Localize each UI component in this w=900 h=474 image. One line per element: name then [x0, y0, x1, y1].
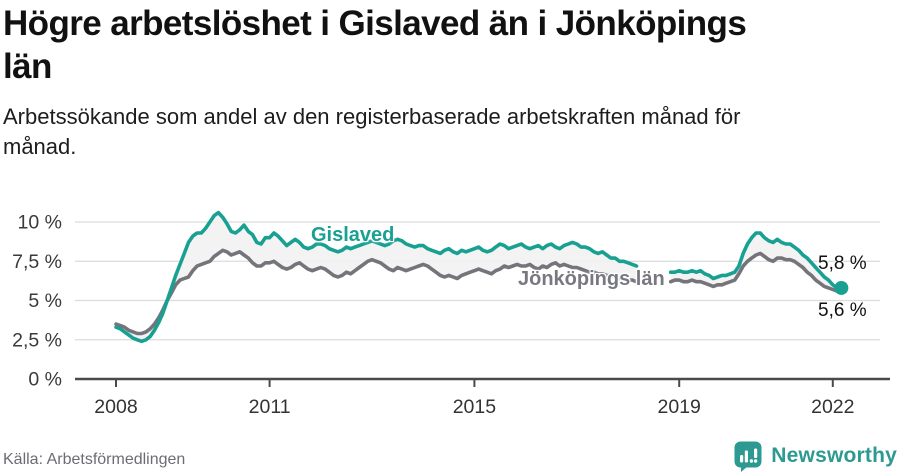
y-tick-label: 7,5 % — [12, 251, 62, 273]
y-tick-label: 5 % — [28, 290, 62, 312]
end-value-label-jonkopings-lan: 5,6 % — [818, 300, 867, 321]
series-end-dot — [834, 280, 849, 295]
series-line-gislaved — [114, 210, 844, 344]
y-tick-label: 0 % — [28, 369, 62, 391]
chart-subtitle-line-1: Arbetssökande som andel av den registerb… — [3, 104, 741, 129]
page-title-line-1: Högre arbetslöshet i Gislaved än i Jönkö… — [3, 4, 747, 43]
newsworthy-logo-icon — [734, 441, 762, 472]
series-label-gislaved: Gislaved — [311, 224, 395, 246]
series-line-jonkopings-lan — [114, 248, 844, 336]
newsworthy-logo: Newsworthy — [733, 440, 897, 472]
x-tick-label: 2022 — [811, 396, 854, 418]
page-title-line-2: län — [3, 47, 52, 86]
page-title: Högre arbetslöshet i Gislaved än i Jönkö… — [3, 2, 897, 88]
x-tick-label: 2015 — [453, 396, 497, 418]
series-label-jonkopings-lan: Jönköpings län — [518, 268, 665, 290]
chart-subtitle-line-2: månad. — [3, 134, 77, 159]
x-tick-label: 2008 — [94, 396, 137, 418]
y-tick-label: 2,5 % — [12, 329, 62, 351]
series-gap-fill — [116, 212, 637, 342]
newsworthy-logo-text: Newsworthy — [771, 444, 897, 467]
end-value-label-gislaved: 5,8 % — [818, 253, 867, 274]
source-note: Källa: Arbetsförmedlingen — [3, 451, 186, 468]
y-tick-label: 10 % — [18, 212, 62, 234]
x-tick-label: 2019 — [658, 396, 701, 418]
chart-subtitle: Arbetssökande som andel av den registerb… — [3, 102, 897, 162]
line-chart-canvas: 2008 2011 2015 2019 2022 0 % 2,5 % 5 % 7,5 % 10 % — [12, 210, 890, 418]
x-tick-label: 2011 — [249, 396, 291, 418]
